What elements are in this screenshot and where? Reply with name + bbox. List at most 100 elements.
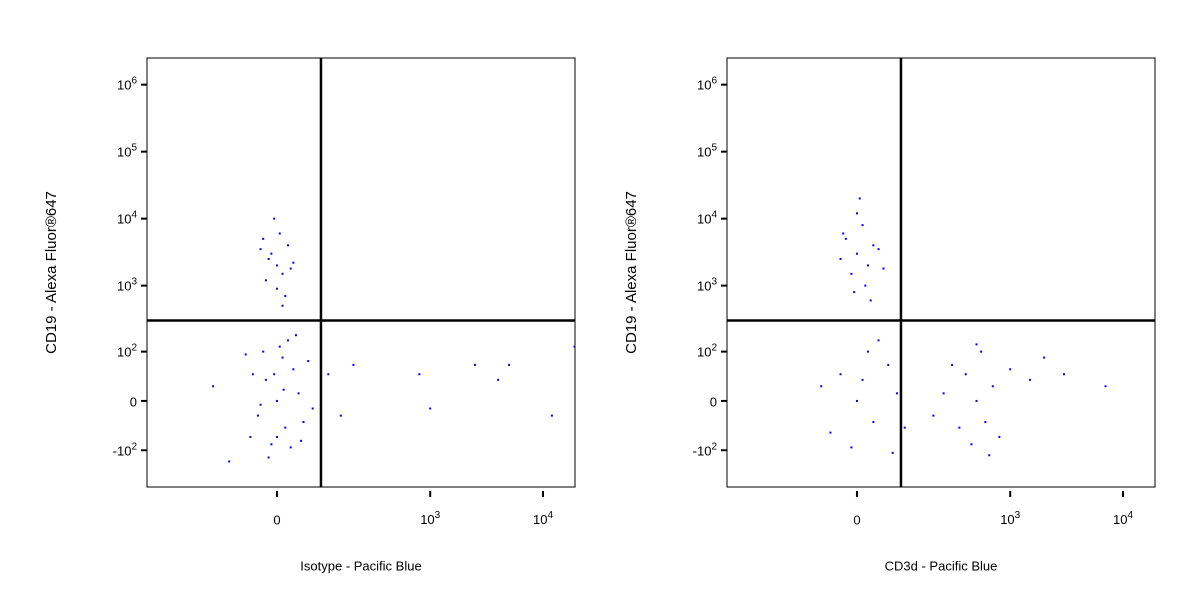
tick-base: 10 [117, 145, 131, 160]
event-dot [842, 232, 845, 235]
event-dot [212, 385, 215, 388]
tick-base: 10 [420, 512, 434, 527]
tick-base: 10 [697, 145, 711, 160]
y-tick-label: 106 [697, 75, 717, 93]
x-axis-label: Isotype - Pacific Blue [300, 558, 421, 573]
tick-exponent: 3 [1015, 510, 1021, 521]
event-dot [839, 373, 842, 376]
event-dot [259, 248, 262, 251]
event-dot [249, 435, 252, 438]
tick-base: 10 [1000, 512, 1014, 527]
tick-base: 10 [533, 512, 547, 527]
tick-exponent: 4 [1127, 510, 1133, 521]
event-dot [275, 264, 278, 267]
event-dot [903, 426, 906, 429]
tick-base: -10 [693, 444, 712, 459]
event-dot [270, 443, 273, 446]
y-tick-label: -102 [113, 441, 138, 459]
tick-exponent: 6 [131, 75, 137, 86]
event-dot [975, 399, 978, 402]
tick-exponent: 2 [711, 441, 717, 452]
event-dot [980, 350, 983, 353]
y-tick-label: 106 [117, 75, 137, 93]
event-dot [292, 261, 295, 264]
event-dot [1043, 356, 1046, 359]
y-tick-label: -102 [693, 441, 718, 459]
x-tick-label: 103 [1000, 510, 1020, 528]
event-dot [855, 252, 858, 255]
event-dot [829, 431, 832, 434]
event-dot [339, 414, 342, 417]
event-dot [259, 403, 262, 406]
event-dot [820, 385, 823, 388]
tick-exponent: 5 [711, 142, 717, 153]
plot-frame [146, 57, 576, 488]
event-dot [300, 439, 303, 442]
event-dot [281, 304, 284, 307]
event-dot [861, 224, 864, 227]
y-axis-label: CD19 - Alexa Fluor®647 [43, 191, 60, 354]
tick-exponent: 6 [711, 75, 717, 86]
event-dot [958, 426, 961, 429]
event-dot [284, 426, 287, 429]
event-dot [951, 363, 954, 366]
event-dot [262, 237, 265, 240]
x-tick-label: 0 [273, 512, 280, 527]
event-dot [262, 350, 265, 353]
x-tick-label: 104 [533, 510, 553, 528]
event-dot [429, 407, 432, 410]
event-dot [282, 388, 285, 391]
y-tick-label: 104 [117, 209, 137, 227]
event-dot [932, 414, 935, 417]
event-dot [850, 272, 853, 275]
event-dot [508, 363, 511, 366]
tick-base: 10 [117, 212, 131, 227]
tick-base: 10 [697, 345, 711, 360]
event-dot [867, 264, 870, 267]
event-dot [984, 421, 987, 424]
event-dot [284, 294, 287, 297]
event-dot [550, 414, 553, 417]
event-dot [327, 373, 330, 376]
event-dot [251, 373, 254, 376]
tick-exponent: 3 [435, 510, 441, 521]
event-dot [289, 446, 292, 449]
event-dot [864, 284, 867, 287]
event-dot [267, 456, 270, 459]
event-dot [975, 343, 978, 346]
event-dot [872, 244, 875, 247]
event-dot [275, 399, 278, 402]
event-dot [273, 373, 276, 376]
tick-base: 10 [117, 345, 131, 360]
event-dot [275, 435, 278, 438]
event-dot [228, 460, 231, 463]
tick-base: 10 [697, 279, 711, 294]
event-dot [418, 373, 421, 376]
event-dot [352, 363, 355, 366]
y-tick-label: 105 [697, 142, 717, 160]
event-dot [270, 252, 273, 255]
tick-exponent: 2 [711, 342, 717, 353]
event-dot [861, 378, 864, 381]
event-dot [877, 248, 880, 251]
event-dot [267, 257, 270, 260]
event-dot [1029, 378, 1032, 381]
event-dot [877, 339, 880, 342]
tick-base: 10 [117, 279, 131, 294]
event-dot [297, 392, 300, 395]
event-dot [991, 385, 994, 388]
tick-base: 10 [697, 78, 711, 93]
event-dot [850, 446, 853, 449]
tick-base: -10 [113, 444, 132, 459]
x-tick-label: 103 [420, 510, 440, 528]
y-axis-label: CD19 - Alexa Fluor®647 [623, 191, 640, 354]
event-dot [289, 267, 292, 270]
event-dot [275, 287, 278, 290]
event-dot [278, 232, 281, 235]
event-dot [273, 217, 276, 220]
event-dot [964, 373, 967, 376]
y-tick-label: 0 [130, 394, 137, 409]
tick-base: 10 [1113, 512, 1127, 527]
y-tick-label: 102 [117, 342, 137, 360]
